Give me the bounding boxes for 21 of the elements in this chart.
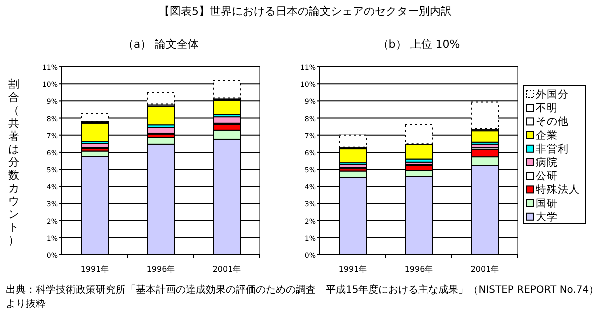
x-tick-label: 2001年 [470,265,500,274]
x-tick-label: 1996年 [146,265,176,274]
legend-label: 病院 [536,156,558,169]
x-tick-label: 1991年 [338,265,368,274]
legend-label: 企業 [536,130,558,142]
chart-title: （b） 上位 10% [378,38,460,51]
legend-label: その他 [536,116,569,128]
legend-label: 外国分 [536,89,569,101]
x-tick-label: 1996年 [404,265,434,274]
text: 割合（共著は分数カウント） [8,78,20,247]
legend-label: 公研 [536,170,558,183]
legend-label: 国研 [536,198,558,210]
legend-label: 大学 [536,210,558,224]
x-tick-label: 1991年 [80,265,110,274]
legend-label: 非営利 [536,142,569,156]
legend-label: 不明 [536,102,558,115]
legend-label: 特殊法人 [536,183,580,196]
text: 【図表5】世界における日本の論文シェアのセクター別内訳 [158,4,453,19]
chart-title: （a） 論文全体 [122,38,200,51]
x-tick-label: 2001年 [212,265,242,274]
source-note: 出典：科学技術政策研究所「基本計画の達成効果の評価のための調査 平成15年度における主な成果」（NISTEP REPORT No.74）より抜粋 [6,284,600,312]
